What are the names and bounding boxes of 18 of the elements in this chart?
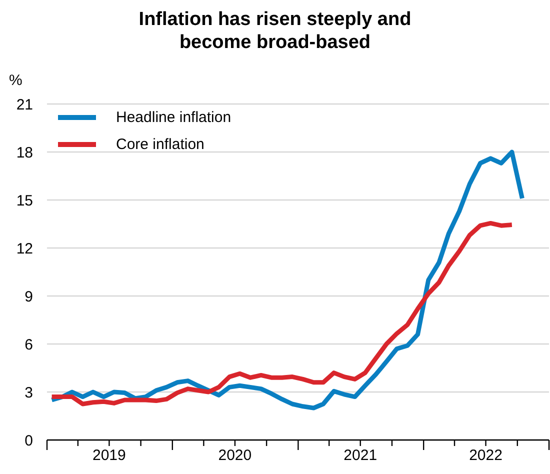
x-tick-label: 2022	[469, 447, 502, 464]
y-axis-title: %	[9, 72, 22, 89]
x-tick-label: 2021	[344, 447, 378, 464]
chart-title: Inflation has risen steeply and become broad-based	[138, 8, 412, 54]
y-tick-label: 3	[24, 384, 33, 402]
y-tick-label: 0	[24, 432, 33, 450]
y-tick-label: 12	[16, 240, 33, 258]
x-tick-label: 2019	[92, 447, 126, 464]
legend-label: Core inflation	[116, 136, 204, 153]
line-series	[50, 220, 514, 406]
y-tick-label: 21	[16, 96, 33, 114]
y-tick-label: 6	[24, 336, 33, 354]
y-tick-label: 18	[16, 144, 33, 162]
line-series	[50, 150, 524, 410]
y-tick-label: 9	[24, 288, 33, 306]
y-tick-label: 15	[16, 192, 33, 210]
x-tick-label: 2020	[218, 447, 252, 464]
legend-label: Headline inflation	[116, 109, 232, 126]
